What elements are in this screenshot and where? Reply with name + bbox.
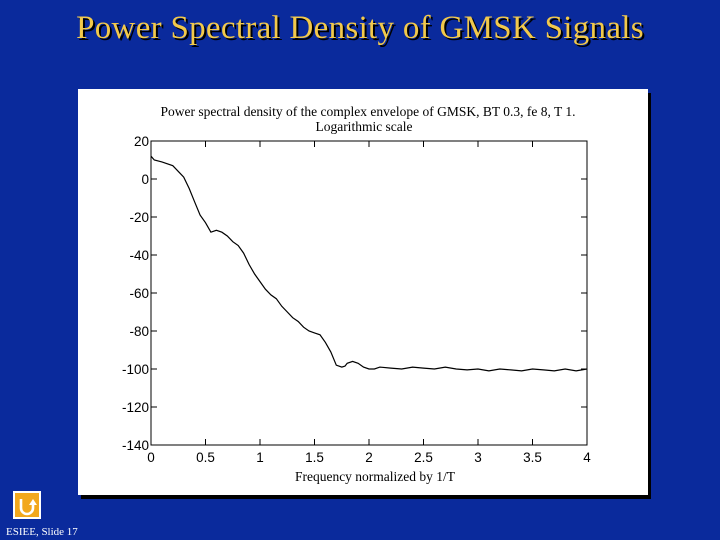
- chart-subtitle: Logarithmic scale: [315, 119, 412, 134]
- psd-chart: Power spectral density of the complex en…: [122, 104, 591, 484]
- x-tick-label: 3.5: [523, 450, 542, 465]
- psd-series-line: [150, 155, 588, 372]
- x-tick-label: 1: [256, 450, 264, 465]
- return-button[interactable]: [13, 491, 41, 519]
- y-tick-label: -120: [122, 400, 149, 415]
- x-tick-label: 0.5: [196, 450, 215, 465]
- y-tick-label: -20: [129, 210, 149, 225]
- y-tick-label: -60: [129, 286, 149, 301]
- y-tick-label: 20: [134, 134, 149, 149]
- y-tick-label: 0: [141, 172, 149, 187]
- x-tick-label: 3: [474, 450, 482, 465]
- plot-frame: [150, 140, 588, 446]
- y-tick-label: -140: [122, 438, 149, 453]
- return-icon: [19, 499, 37, 516]
- x-tick-label: 1.5: [305, 450, 324, 465]
- y-tick-label: -80: [129, 324, 149, 339]
- x-tick-label: 0: [147, 450, 155, 465]
- slide-title: Power Spectral Density of GMSK Signals: [76, 10, 644, 46]
- x-axis-label: Frequency normalized by 1/T: [295, 469, 456, 484]
- x-tick-label: 4: [583, 450, 591, 465]
- y-tick-label: -100: [122, 362, 149, 377]
- x-tick-label: 2: [365, 450, 373, 465]
- slide-footer: ESIEE, Slide 17: [6, 526, 78, 538]
- chart-figure: Power spectral density of the complex en…: [78, 89, 648, 495]
- x-tick-label: 2.5: [414, 450, 433, 465]
- chart-title: Power spectral density of the complex en…: [160, 104, 575, 119]
- y-tick-label: -40: [129, 248, 149, 263]
